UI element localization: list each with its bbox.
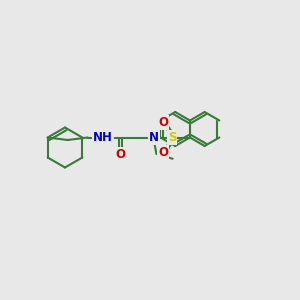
Text: NH: NH — [93, 131, 112, 144]
Text: N: N — [149, 131, 159, 144]
Text: O: O — [116, 148, 126, 161]
Text: S: S — [168, 131, 176, 144]
Text: O: O — [158, 146, 168, 159]
Text: O: O — [158, 116, 168, 129]
